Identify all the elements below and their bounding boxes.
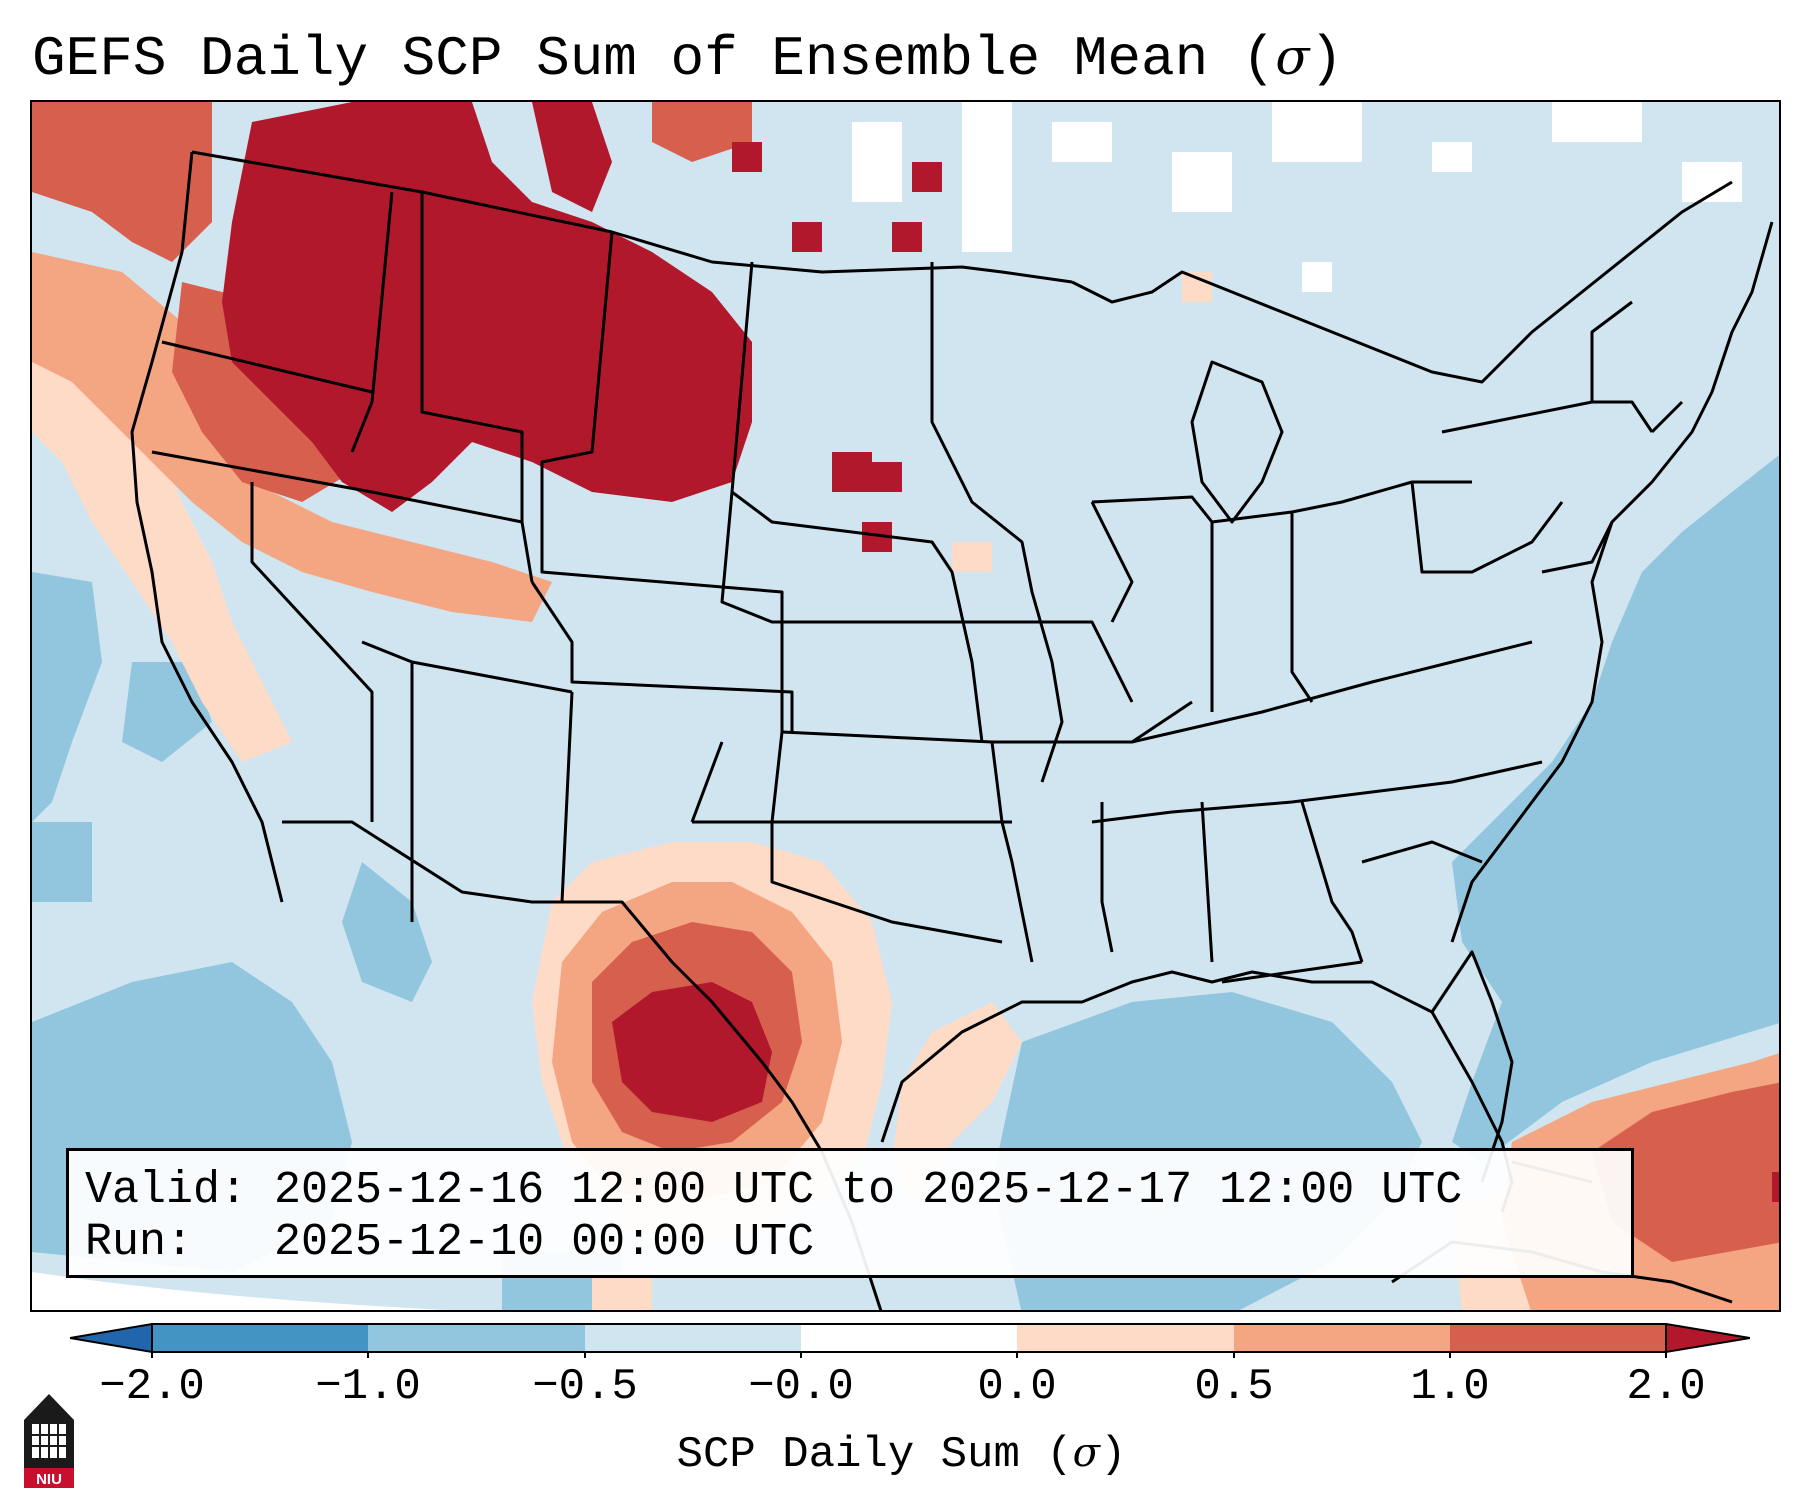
- cbar-tick-label: 1.0: [1410, 1362, 1490, 1412]
- cbar-label-sigma: σ: [1072, 1430, 1100, 1476]
- colorbar-label: SCP Daily Sum (σ): [0, 1428, 1803, 1480]
- cbar-tick-label: −1.0: [315, 1362, 421, 1412]
- title-sigma: σ: [1275, 28, 1310, 86]
- cbar-bin-6: [1234, 1324, 1450, 1352]
- state-boundaries: [130, 150, 1774, 1310]
- cbar-label-close: ): [1099, 1430, 1127, 1480]
- cbar-bin-1: [152, 1324, 368, 1352]
- map-panel: [30, 100, 1781, 1312]
- cbar-tick-label: 0.0: [977, 1362, 1057, 1412]
- niu-logo-text: NIU: [36, 1471, 62, 1488]
- title-close: ): [1309, 27, 1344, 91]
- cbar-bin-2: [368, 1324, 585, 1352]
- cbar-tick-label: −2.0: [99, 1362, 205, 1412]
- cbar-tick-label: 2.0: [1626, 1362, 1706, 1412]
- map-title: GEFS Daily SCP Sum of Ensemble Mean (σ): [32, 22, 1343, 94]
- very-high-positive-areas: [222, 102, 1779, 1202]
- cbar-label-text: SCP Daily Sum (: [676, 1430, 1073, 1480]
- cbar-bin-5: [1017, 1324, 1234, 1352]
- scp-map: [32, 102, 1779, 1310]
- cbar-tick-label: −0.0: [748, 1362, 854, 1412]
- cbar-ticks: [151, 1352, 1667, 1358]
- colorbar: [70, 1322, 1750, 1358]
- niu-logo-icon: NIU: [24, 1394, 74, 1488]
- run-time-text: Run: 2025-12-10 00:00 UTC: [85, 1217, 815, 1268]
- cbar-bin-4: [801, 1324, 1017, 1352]
- cbar-extend-high: [1665, 1322, 1750, 1354]
- cbar-bin-7: [1450, 1324, 1666, 1352]
- cbar-tick-label: 0.5: [1194, 1362, 1274, 1412]
- cbar-bin-3: [585, 1324, 801, 1352]
- valid-time-text: Valid: 2025-12-16 12:00 UTC to 2025-12-1…: [85, 1165, 1463, 1216]
- cbar-extend-low: [70, 1322, 153, 1354]
- cbar-tick-label: −0.5: [532, 1362, 638, 1412]
- cbar-outline: [151, 1323, 1667, 1353]
- title-text: GEFS Daily SCP Sum of Ensemble Mean (: [32, 27, 1276, 91]
- valid-run-box: Valid: 2025-12-16 12:00 UTC to 2025-12-1…: [66, 1148, 1634, 1278]
